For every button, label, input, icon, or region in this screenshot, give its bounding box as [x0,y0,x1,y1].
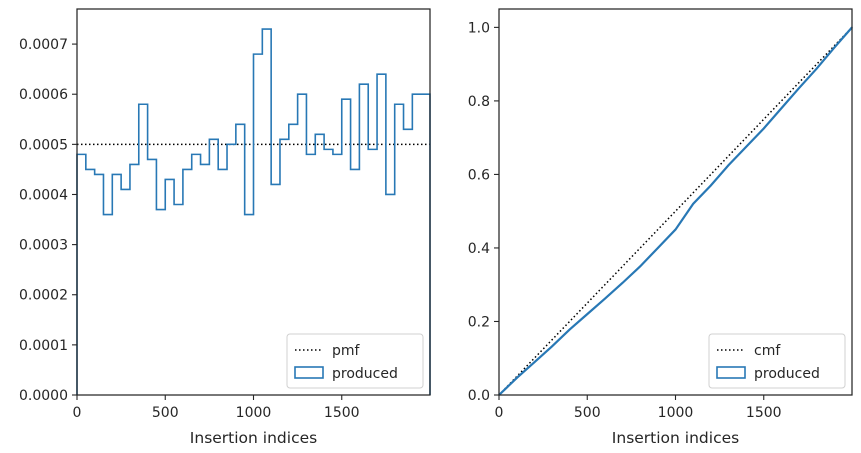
histogram-bar [201,164,210,395]
produced-cmf-point [710,184,712,187]
produced-cmf-point [568,328,571,331]
histogram-bar [121,189,130,395]
legend-patch-swatch [294,366,324,379]
legend-box [708,333,846,389]
x-tick-label: 500 [152,405,179,421]
histogram-bar [156,210,165,395]
legend: pmf produced [286,333,424,389]
legend-label: produced [332,366,398,382]
cmf-line [498,26,853,396]
legend-label: pmf [332,343,361,359]
y-tick-label: 0.0004 [19,187,68,203]
y-tick-label: 0.0007 [19,37,68,53]
produced-cmf-point [833,46,836,49]
histogram-bins [76,28,431,395]
x-axis-label: Insertion indices [190,429,317,447]
produced-cmf-point [692,203,694,205]
y-tick-label: 0.4 [468,241,490,257]
legend-patch-swatch [716,366,746,379]
histogram-bar [254,54,263,395]
histogram-bar [130,164,139,395]
y-tick-label: 0.0003 [19,238,68,254]
histogram-bar [227,144,236,395]
histogram-bar [148,159,157,395]
pmf-histogram-panel: 0.0000 0.0001 0.0002 0.0003 0.0004 0.0005 0.00… [19,8,431,447]
produced-cmf-point [815,67,818,70]
x-tick-label: 1500 [324,405,360,421]
legend-label: produced [754,366,820,382]
histogram-bar [192,154,201,395]
x-tick-label: 1000 [236,405,272,421]
produced-cmf-point [551,345,553,348]
histogram-bar [95,174,104,395]
produced-cmf-point [639,265,641,268]
legend-box [286,333,424,389]
y-tick-label: 0.6 [468,167,490,183]
x-tick-label: 1000 [658,405,694,421]
y-tick-label: 0.0006 [19,87,68,103]
x-tick-label: 0 [73,405,82,421]
histogram-bar [77,154,86,395]
produced-cmf-point [533,361,536,364]
x-tick-label: 1500 [746,405,782,421]
y-tick-label: 0.0 [468,388,490,404]
x-tick-label: 500 [574,405,601,421]
produced-cmf-point [515,377,518,379]
produced-cmf-point [621,282,624,284]
produced-cmf-point [727,164,730,167]
produced-cmf-point [745,146,747,148]
y-tick-label: 1.0 [468,20,490,36]
histogram-bar [139,104,148,395]
produced-cmf-point [780,107,783,110]
produced-cmf-point [798,87,800,89]
produced-cmf-point [604,297,606,300]
histogram-bar [174,205,183,395]
histogram-outline [76,28,431,395]
y-tick-label: 0.2 [468,314,490,330]
x-axis-label: Insertion indices [612,429,739,447]
produced-cmf-point [762,127,765,130]
histogram-bar [112,174,121,395]
produced-cmf-point [657,247,659,249]
histogram-bar [262,29,271,395]
y-tick-label: 0.8 [468,94,490,110]
legend: cmf produced [708,333,846,389]
histogram-bar [236,124,245,395]
y-tick-label: 0.0000 [19,388,68,404]
histogram-bar [271,184,280,395]
produced-cmf-point [586,313,589,315]
histogram-bar [218,169,227,395]
histogram-bar [209,139,218,395]
histogram-bar [86,169,95,395]
produced-cmf-point [674,228,677,231]
legend-label: cmf [754,343,781,359]
x-tick-label: 0 [495,405,504,421]
histogram-bar [165,179,174,395]
y-tick-label: 0.0005 [19,137,68,153]
cmf-line-panel: 0.0 0.2 0.4 0.6 0.8 1.0 0 500 1000 1500 Insertion … [468,8,853,447]
histogram-bar [245,215,254,395]
y-tick-label: 0.0002 [19,288,68,304]
histogram-bar [103,215,112,395]
y-tick-label: 0.0001 [19,338,68,354]
histogram-bar [183,169,192,395]
